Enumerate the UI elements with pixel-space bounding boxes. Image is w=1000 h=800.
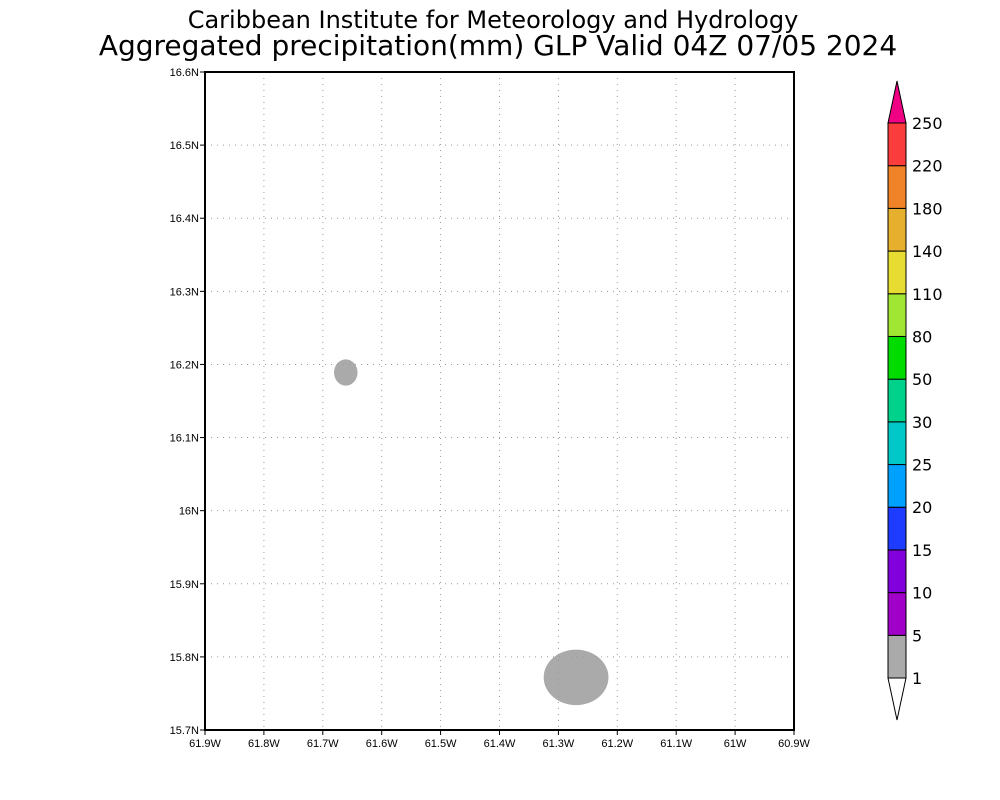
colorbar-label: 80 — [912, 327, 932, 346]
x-tick-label: 61.3W — [543, 738, 575, 750]
colorbar-label: 25 — [912, 456, 932, 475]
colorbar-box — [887, 634, 907, 679]
x-tick-label: 60.9W — [778, 738, 810, 750]
colorbar-box — [887, 421, 907, 466]
colorbar-box — [887, 464, 907, 508]
colorbar-over-arrow — [887, 80, 907, 124]
map-frame — [204, 71, 795, 731]
colorbar-label: 220 — [912, 157, 943, 176]
x-tick-label: 61.4W — [484, 738, 516, 750]
colorbar-label: 250 — [912, 114, 943, 133]
y-tick-label: 15.9N — [170, 579, 199, 591]
colorbar-label: 5 — [912, 626, 922, 645]
colorbar-label: 1 — [912, 669, 922, 688]
colorbar-box — [887, 549, 907, 594]
x-tick-label: 61.6W — [366, 738, 398, 750]
y-tick-label: 16.5N — [170, 140, 199, 152]
precip-area-1 — [333, 359, 358, 386]
colorbar-label: 180 — [912, 199, 943, 218]
figure-title-product: Aggregated precipitation(mm) GLP Valid 0… — [99, 29, 897, 62]
colorbar-label: 110 — [912, 285, 943, 304]
colorbar-box — [887, 378, 907, 423]
x-tick-label: 61.2W — [601, 738, 633, 750]
colorbar-box — [887, 165, 907, 209]
map-panel: 61.9W 61.8W 61.7W 61.6W 61.5W 61.4W 61.3W 61.2W… — [170, 67, 811, 750]
colorbar-label: 10 — [912, 584, 932, 603]
colorbar-label: 15 — [912, 541, 932, 560]
colorbar-under-arrow — [887, 677, 907, 721]
colorbar-box — [887, 122, 907, 167]
y-tick-label: 16.6N — [170, 67, 199, 79]
x-tick-label: 61.9W — [189, 738, 221, 750]
colorbar-box — [887, 592, 907, 636]
precip-area-2 — [543, 649, 609, 706]
figure-title-institute: Caribbean Institute for Meteorology and … — [188, 6, 799, 34]
colorbar-box — [887, 207, 907, 252]
x-tick-label: 61.5W — [425, 738, 457, 750]
colorbar-label: 20 — [912, 498, 932, 517]
y-tick-label: 15.7N — [170, 725, 199, 737]
colorbar-box — [887, 506, 907, 551]
x-tick-label: 61.7W — [307, 738, 339, 750]
y-tick-label: 16.4N — [170, 213, 199, 225]
y-tick-label: 16.3N — [170, 286, 199, 298]
y-tick-label: 16.1N — [170, 433, 199, 445]
x-tick-label: 61.8W — [248, 738, 280, 750]
colorbar-box — [887, 293, 907, 337]
colorbar-box — [887, 335, 907, 380]
x-tick-label: 61W — [724, 738, 747, 750]
y-tick-label: 16N — [179, 506, 199, 518]
colorbar-label: 30 — [912, 413, 932, 432]
colorbar-label: 140 — [912, 242, 943, 261]
colorbar-box — [887, 250, 907, 295]
y-tick-label: 16.2N — [170, 359, 199, 371]
colorbar-label: 50 — [912, 370, 932, 389]
x-tick-label: 61.1W — [660, 738, 692, 750]
y-tick-label: 15.8N — [170, 652, 199, 664]
